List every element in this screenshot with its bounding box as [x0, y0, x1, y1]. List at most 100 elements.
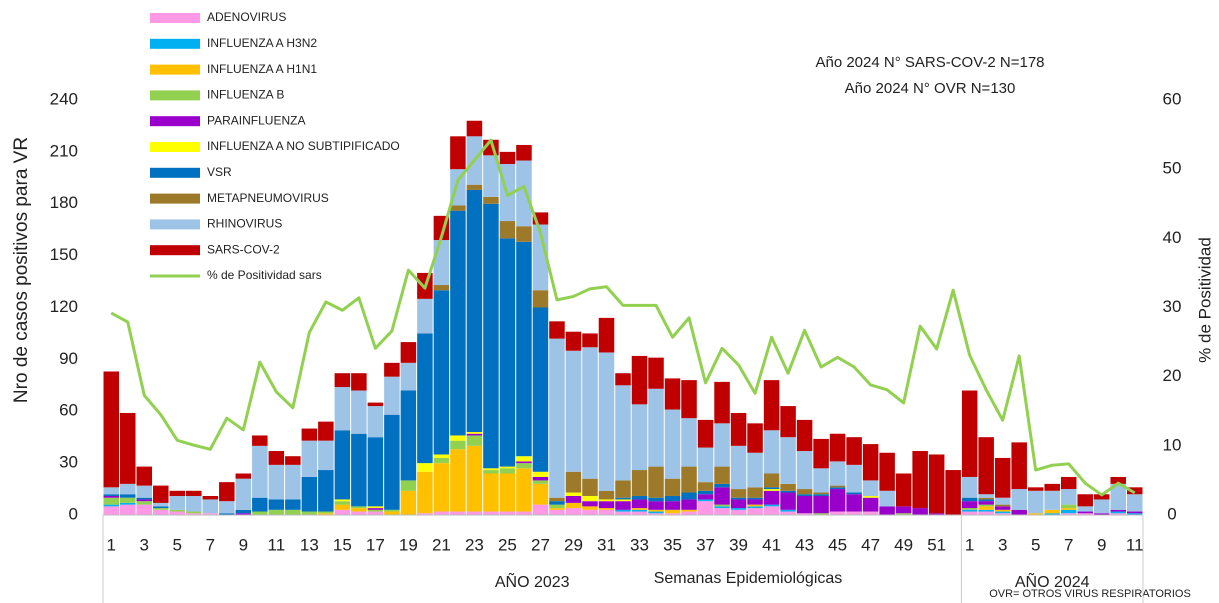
bar-segment: [318, 421, 334, 441]
bar-segment: [235, 513, 252, 515]
bar-segment: [747, 504, 763, 507]
bar-segment: [334, 387, 351, 431]
bar-segment: [714, 381, 730, 424]
bar-segment: [153, 509, 169, 515]
bar-segment: [1060, 489, 1077, 505]
bar-segment: [153, 502, 169, 507]
x-tick-label: 19: [399, 535, 418, 554]
x-tick-label: 23: [465, 535, 484, 554]
bar-segment: [681, 492, 697, 500]
bar-segment: [714, 487, 730, 505]
bar-segment: [813, 513, 829, 515]
bar-segment: [235, 478, 252, 510]
bar-segment: [598, 490, 615, 500]
bar-segment: [846, 464, 862, 493]
bar-segment: [219, 482, 235, 502]
bar-segment: [978, 504, 994, 507]
bar-segment: [598, 352, 615, 491]
bar-segment: [582, 478, 598, 496]
bar-segment: [961, 476, 978, 498]
bar-segment: [219, 513, 235, 515]
x-tick-label: 11: [1126, 535, 1144, 554]
bar-segment: [582, 495, 598, 502]
bar-segment: [714, 506, 730, 509]
bar-segment: [664, 409, 681, 479]
bar-segment: [846, 494, 862, 512]
bar-segment: [598, 499, 615, 502]
bar-segment: [466, 432, 483, 434]
x-tick-label: 27: [531, 535, 550, 554]
bar-segment: [714, 504, 730, 507]
bar-segment: [252, 435, 268, 446]
bar-segment: [763, 380, 780, 431]
bar-segment: [268, 509, 285, 515]
bar-segment: [549, 504, 565, 509]
bar-segment: [433, 463, 450, 512]
bar-segment: [648, 388, 664, 467]
bar-segment: [532, 290, 549, 308]
bar-segment: [780, 511, 796, 515]
bar-segment: [103, 497, 120, 505]
bar-segment: [714, 483, 730, 488]
bar-segment: [1027, 490, 1044, 514]
x-tick-label: 47: [861, 535, 880, 554]
bar-segment: [763, 489, 780, 491]
bar-segment: [1011, 442, 1027, 490]
bar-segment: [367, 511, 384, 515]
x-tick-label: 31: [597, 535, 616, 554]
bar-segment: [697, 490, 714, 495]
bar-segment: [631, 509, 648, 512]
y-tick-label: 30: [59, 453, 78, 472]
bar-segment: [367, 509, 384, 512]
bar-segment: [136, 501, 153, 505]
bar-segment: [285, 499, 301, 510]
bar-segment: [598, 509, 615, 515]
x-tick-label: 33: [630, 535, 649, 554]
bar-segment: [400, 490, 417, 515]
bar-segment: [1126, 487, 1143, 495]
bar-segment: [268, 464, 285, 500]
bar-segment: [1126, 513, 1143, 515]
x-tick-label: 9: [1097, 535, 1106, 554]
bar-segment: [516, 160, 532, 227]
bar-segment: [615, 511, 631, 515]
bar-segment: [681, 499, 697, 510]
bar-segment: [153, 506, 169, 509]
bar-segment: [961, 501, 978, 509]
bar-segment: [1027, 487, 1044, 491]
bar-segment: [813, 494, 829, 496]
x-tick-label: 5: [173, 535, 182, 554]
legend-swatch: [150, 13, 200, 23]
bar-segment: [417, 333, 433, 464]
bar-segment: [334, 509, 351, 515]
bar-segment: [103, 487, 120, 495]
bar-segment: [202, 513, 219, 515]
bar-segment: [351, 433, 367, 507]
x-tick-label: 3: [998, 535, 1007, 554]
bar-segment: [862, 495, 879, 498]
legend-swatch: [150, 167, 200, 178]
bar-segment: [928, 513, 945, 515]
bar-segment: [582, 501, 598, 507]
bar-segment: [1077, 494, 1093, 507]
legend-swatch: [150, 90, 200, 101]
bar-segment: [648, 357, 664, 389]
bar-segment: [681, 418, 697, 467]
x-tick-label: 35: [663, 535, 682, 554]
bar-segment: [1126, 511, 1143, 514]
bar-segment: [532, 504, 549, 515]
bar-segment: [978, 509, 994, 512]
bar-segment: [879, 490, 895, 507]
line: [110, 138, 1136, 497]
x-tick-label: 49: [894, 535, 913, 554]
bar-segment: [862, 511, 879, 515]
bar-segment: [582, 333, 598, 348]
bar-segment: [169, 511, 186, 515]
x-tick-label: 9: [239, 535, 248, 554]
bar-segment: [1044, 513, 1060, 515]
bar-segment: [351, 506, 367, 509]
y-tick-label: 240: [50, 89, 78, 108]
bar-segment: [466, 511, 483, 515]
x-tick-label: 21: [432, 535, 451, 554]
legend-swatch: [150, 142, 200, 152]
